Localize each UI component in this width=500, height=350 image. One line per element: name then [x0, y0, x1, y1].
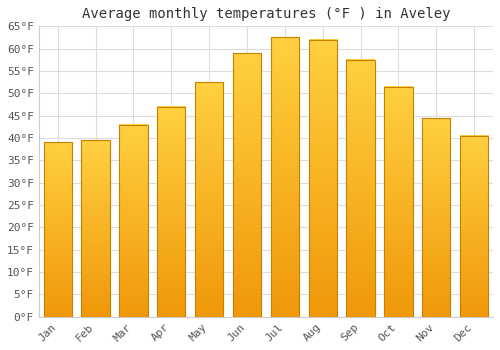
- Bar: [157, 107, 186, 317]
- Bar: [270, 37, 299, 317]
- Bar: [233, 53, 261, 317]
- Bar: [422, 118, 450, 317]
- Bar: [195, 82, 224, 317]
- Bar: [119, 125, 148, 317]
- Bar: [308, 40, 337, 317]
- Bar: [346, 60, 375, 317]
- Bar: [460, 136, 488, 317]
- Bar: [44, 142, 72, 317]
- Title: Average monthly temperatures (°F ) in Aveley: Average monthly temperatures (°F ) in Av…: [82, 7, 450, 21]
- Bar: [82, 140, 110, 317]
- Bar: [384, 86, 412, 317]
